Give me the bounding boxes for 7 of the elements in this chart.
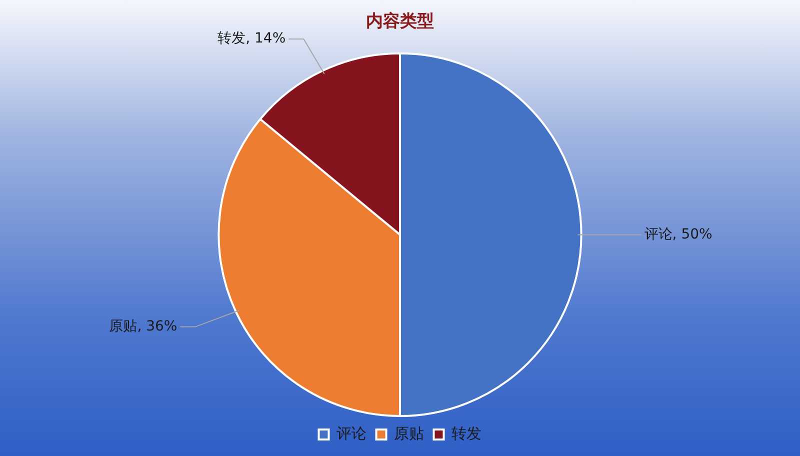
chart-title: 内容类型: [366, 12, 434, 32]
legend-label: 原贴: [394, 424, 424, 442]
legend-label: 评论: [336, 424, 366, 442]
data-label: 评论, 50%: [644, 226, 712, 242]
legend-label: 转发: [451, 424, 482, 442]
data-label: 转发, 14%: [218, 30, 286, 47]
data-label: 原贴, 36%: [109, 318, 178, 334]
